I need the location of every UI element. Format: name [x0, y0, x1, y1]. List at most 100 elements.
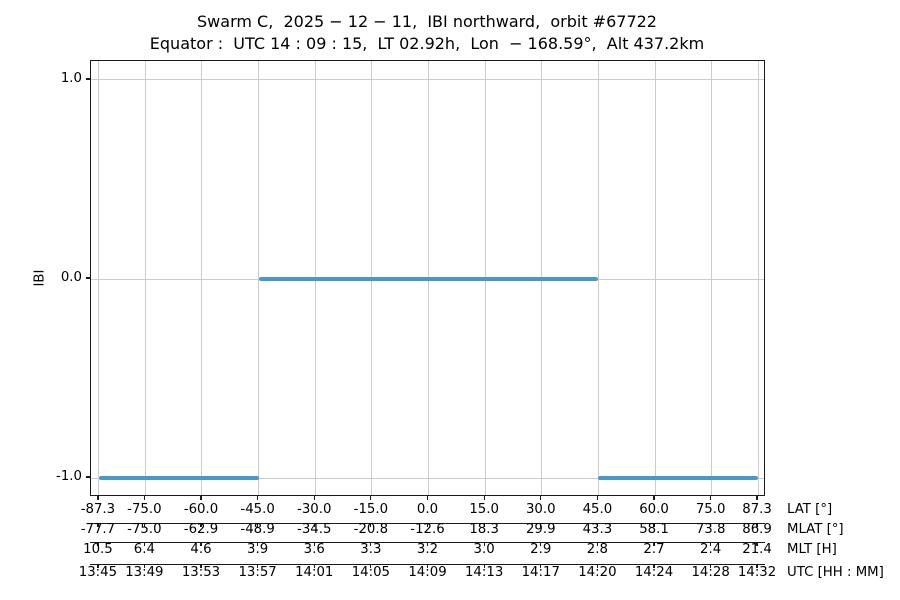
x-tick-mark [483, 563, 485, 568]
x-tick-mark [97, 496, 99, 500]
x-tick-label: -30.0 [297, 501, 332, 517]
x-tick-mark [313, 522, 315, 527]
y-tick-mark [86, 78, 90, 80]
x-tick-mark [483, 522, 485, 527]
x-tick-label: 18.3 [469, 522, 499, 537]
x-tick-label: 4.6 [190, 541, 212, 557]
x-tick-label: 0.0 [416, 501, 439, 517]
x-tick-mark [540, 496, 542, 500]
x-tick-mark [370, 542, 372, 546]
x-tick-mark [426, 542, 429, 546]
x-tick-label: 13:57 [238, 565, 277, 580]
x-tick-label: -77.7 [80, 522, 116, 537]
x-tick-mark [426, 522, 429, 527]
x-tick-label: -45.0 [240, 501, 275, 517]
x-tick-mark [540, 542, 542, 546]
x-tick-mark [596, 542, 598, 546]
x-tick-label: 14:32 [737, 565, 777, 580]
x-tick-mark [756, 496, 758, 500]
y-gridline [91, 477, 764, 479]
x-tick-label: -87.3 [80, 501, 116, 517]
x-tick-mark [596, 563, 598, 568]
x-tick-label: 43.3 [582, 522, 613, 537]
x-tick-mark [257, 496, 259, 500]
x-tick-label: -75.0 [127, 501, 162, 517]
x-tick-mark [200, 496, 202, 500]
x-tick-label: -15.0 [353, 501, 389, 517]
x-gridline [711, 61, 713, 495]
x-gridline [201, 61, 203, 495]
x-tick-label: 14:28 [691, 565, 730, 580]
x-gridline [98, 61, 100, 495]
x-tick-mark [756, 522, 758, 527]
x-tick-mark [200, 542, 202, 546]
x-tick-label: -34.5 [297, 522, 332, 537]
x-tick-label: 30.0 [525, 501, 556, 517]
x-tick-mark [257, 522, 259, 527]
x-tick-mark [756, 542, 758, 546]
x-tick-mark [370, 522, 372, 527]
x-tick-label: 2.9 [530, 541, 552, 557]
x-tick-mark [426, 496, 429, 500]
x-tick-mark [710, 522, 712, 527]
x-tick-label: 15.0 [469, 501, 499, 517]
x-tick-label: 21.4 [742, 541, 772, 557]
x-tick-mark [97, 542, 99, 546]
ibi-line-segment [98, 476, 259, 480]
x-tick-mark [426, 563, 429, 568]
ibi-line-segment [598, 476, 759, 480]
x-tick-label: -60.0 [183, 501, 219, 517]
y-tick-mark [86, 476, 90, 478]
x-gridline [757, 61, 759, 495]
x-tick-mark [710, 496, 712, 500]
x-tick-label: -12.6 [410, 522, 445, 537]
x-tick-mark [143, 496, 145, 500]
x-tick-mark [540, 522, 542, 527]
x-tick-mark [143, 563, 145, 568]
x-tick-mark [483, 496, 485, 500]
x-tick-label: -48.9 [240, 522, 275, 537]
x-tick-mark [596, 496, 598, 500]
x-tick-label: 3.0 [473, 541, 495, 557]
x-tick-label: 14:05 [351, 565, 391, 580]
y-tick-label: -1.0 [56, 469, 82, 485]
x-tick-mark [97, 522, 99, 527]
x-axis-row-name: MLT [H] [787, 541, 837, 557]
x-tick-mark [483, 542, 485, 546]
x-tick-mark [370, 496, 372, 500]
x-tick-mark [710, 542, 712, 546]
y-tick-label: 1.0 [60, 70, 82, 86]
x-tick-label: 14:20 [578, 565, 617, 580]
x-gridline [654, 61, 656, 495]
x-tick-label: 14:01 [295, 565, 334, 580]
x-tick-label: 3.2 [416, 541, 439, 557]
x-tick-mark [370, 563, 372, 568]
y-tick-label: 0.0 [60, 270, 82, 285]
x-axis-row-name: UTC [HH : MM] [787, 565, 884, 580]
x-tick-label: -62.9 [183, 522, 219, 537]
plot-area [90, 60, 765, 496]
y-tick-mark [86, 277, 90, 279]
x-tick-mark [653, 522, 655, 527]
x-tick-label: 10.5 [83, 541, 113, 557]
x-tick-label: 6.4 [133, 541, 155, 557]
chart-title: Swarm C, 2025 − 12 − 11, IBI northward, … [197, 12, 657, 31]
x-tick-label: 13:53 [181, 565, 221, 580]
x-tick-mark [540, 563, 542, 568]
x-tick-label: 60.0 [639, 501, 669, 517]
x-tick-mark [200, 563, 202, 568]
x-tick-mark [257, 542, 259, 546]
x-tick-label: 14:17 [521, 565, 560, 580]
x-tick-label: 3.6 [303, 541, 325, 557]
x-tick-label: 14:13 [464, 565, 504, 580]
x-tick-mark [200, 522, 202, 527]
x-tick-label: 73.8 [695, 522, 726, 537]
x-tick-label: 75.0 [695, 501, 726, 517]
x-tick-label: 86.9 [742, 522, 772, 537]
chart-subtitle: Equator : UTC 14 : 09 : 15, LT 02.92h, L… [149, 34, 705, 53]
x-tick-label: 2.7 [643, 541, 665, 557]
x-tick-label: -20.8 [353, 522, 389, 537]
x-tick-label: -75.0 [127, 522, 162, 537]
x-axis-row-name: MLAT [°] [787, 522, 844, 537]
